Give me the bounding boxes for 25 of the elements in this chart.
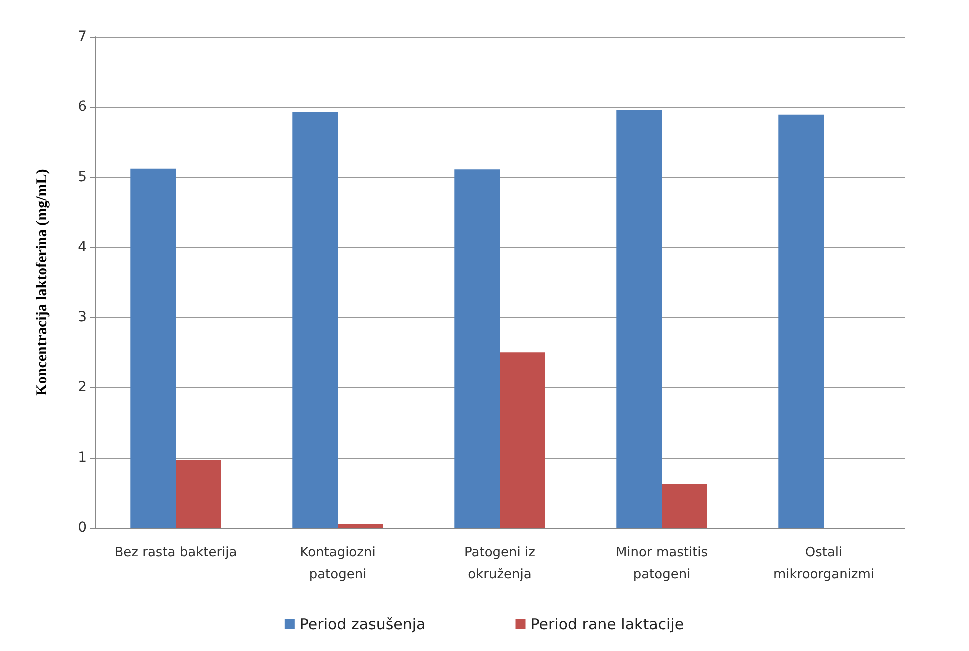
y-tick-label: 5 xyxy=(78,169,87,186)
x-tick-label: Bez rasta bakterija xyxy=(114,546,238,560)
y-tick-label: 6 xyxy=(78,99,88,116)
bar xyxy=(176,460,222,528)
bar xyxy=(338,524,384,528)
y-tick-label: 1 xyxy=(78,450,87,466)
x-tick-label: Kontagiozni patogeni xyxy=(300,546,376,582)
bar xyxy=(662,484,708,528)
legend-label: Period rane laktacije xyxy=(530,616,684,634)
legend-label: Period zasušenja xyxy=(300,616,426,634)
y-tick-label: 4 xyxy=(78,239,88,256)
y-tick-label: 7 xyxy=(78,29,87,45)
bar xyxy=(616,110,662,528)
bar xyxy=(454,170,500,528)
bar xyxy=(778,114,824,528)
y-tick-label: 0 xyxy=(78,520,87,536)
x-tick-label: Ostali mikroorganizmi xyxy=(773,546,875,582)
x-tick-label: Minor mastitis patogeni xyxy=(616,546,708,582)
bar xyxy=(292,112,338,528)
x-tick-label: Patogeni iz okruženja xyxy=(464,546,536,582)
bar xyxy=(130,168,176,528)
bar xyxy=(500,352,546,528)
y-axis-title: Koncentracija laktoferina (mg/mL) xyxy=(34,169,50,396)
y-tick-label: 3 xyxy=(78,310,87,326)
y-tick-label: 2 xyxy=(78,380,87,396)
